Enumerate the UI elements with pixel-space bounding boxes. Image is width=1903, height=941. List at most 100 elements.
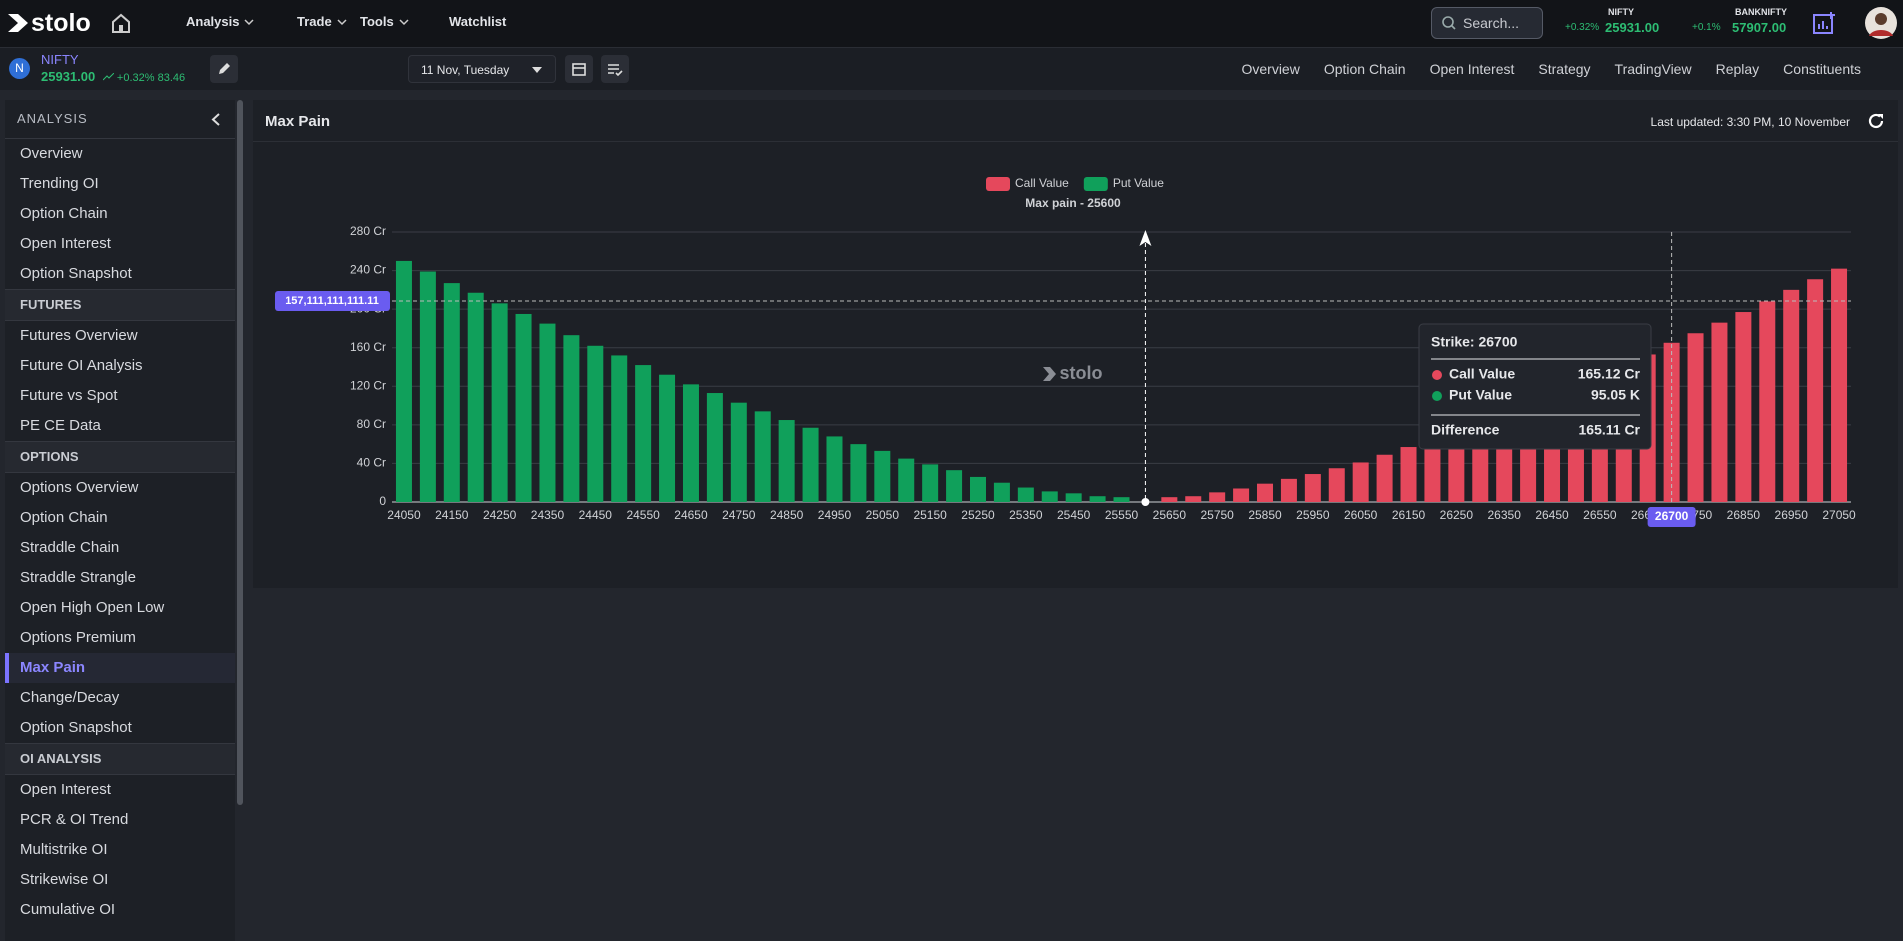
symbol[interactable]: NIFTY: [41, 52, 79, 67]
bar: [683, 384, 699, 502]
bar: [970, 477, 986, 502]
menu-item[interactable]: Trade: [297, 14, 347, 29]
index-name: NIFTY: [1608, 7, 1634, 17]
home-icon[interactable]: [110, 12, 132, 34]
tab[interactable]: Replay: [1716, 61, 1760, 77]
sidebar-item[interactable]: Open Interest: [5, 229, 235, 259]
tooltip: Strike: 26700Call Value165.12 CrPut Valu…: [1419, 324, 1651, 449]
x-tick-label: 26550: [1583, 508, 1617, 522]
bar: [587, 346, 603, 502]
x-tick-label: 24650: [674, 508, 708, 522]
sidebar-item[interactable]: Multistrike OI: [5, 835, 235, 865]
watermark: stolo: [1060, 363, 1103, 383]
x-tick-label: 24050: [387, 508, 421, 522]
chart: 040 Cr80 Cr120 Cr160 Cr200 Cr240 Cr280 C…: [253, 100, 1898, 588]
bar: [850, 444, 866, 502]
calendar-button[interactable]: [565, 55, 593, 83]
bar: [468, 293, 484, 502]
sidebar-item[interactable]: Option Chain: [5, 503, 235, 533]
date-select[interactable]: 11 Nov, Tuesday: [408, 55, 556, 83]
sidebar-item[interactable]: Future vs Spot: [5, 381, 235, 411]
x-tick-label: 25050: [866, 508, 900, 522]
bar: [1759, 301, 1775, 502]
crosshair-x-label: 26700: [1655, 509, 1689, 523]
list-button[interactable]: [601, 55, 629, 83]
x-tick-label: 27050: [1822, 508, 1856, 522]
sidebar-item[interactable]: Options Premium: [5, 623, 235, 653]
sidebar-item[interactable]: Option Snapshot: [5, 259, 235, 289]
bar: [1185, 496, 1201, 502]
bar: [1783, 290, 1799, 502]
x-tick-label: 26050: [1344, 508, 1378, 522]
logo[interactable]: stolo: [31, 9, 91, 38]
bar: [1018, 488, 1034, 502]
x-tick-label: 25150: [913, 508, 947, 522]
sidebar-item[interactable]: Futures Overview: [5, 321, 235, 351]
bar: [731, 403, 747, 502]
sidebar-item[interactable]: Overview: [5, 139, 235, 169]
sidebar-title: ANALYSIS: [17, 111, 88, 126]
sidebar-item[interactable]: Change/Decay: [5, 683, 235, 713]
index-price: 57907.00: [1732, 20, 1786, 35]
x-tick-label: 24750: [722, 508, 756, 522]
bar: [1233, 489, 1249, 503]
sidebar-item[interactable]: Open High Open Low: [5, 593, 235, 623]
index-change: +0.32%: [1565, 22, 1599, 33]
bar: [1114, 497, 1130, 502]
sidebar-item[interactable]: PE CE Data: [5, 411, 235, 441]
tab[interactable]: Constituents: [1783, 61, 1861, 77]
bar: [1807, 279, 1823, 502]
menu-item[interactable]: Analysis: [186, 14, 254, 29]
sidebar-item[interactable]: Trending OI: [5, 169, 235, 199]
tab[interactable]: Strategy: [1538, 61, 1590, 77]
top-nav: stolo Search... Analysis Trade Tools Watchl…: [0, 0, 1903, 48]
bar: [1281, 479, 1297, 502]
bar: [1377, 455, 1393, 502]
tooltip-dot: [1432, 370, 1442, 380]
sidebar-item[interactable]: Straddle Strangle: [5, 563, 235, 593]
tab[interactable]: Overview: [1241, 61, 1299, 77]
symbol-quote: 25931.00 +0.32% 83.46: [41, 69, 185, 84]
legend-swatch: [1084, 177, 1108, 191]
bar: [1831, 269, 1847, 502]
sidebar-item[interactable]: Open Interest: [5, 775, 235, 805]
collapse-icon[interactable]: [211, 113, 221, 126]
edit-button[interactable]: [210, 55, 238, 83]
tab[interactable]: Option Chain: [1324, 61, 1406, 77]
menu-item[interactable]: Watchlist: [449, 14, 506, 29]
tab[interactable]: Open Interest: [1430, 61, 1515, 77]
scrollbar[interactable]: [237, 100, 243, 805]
sidebar-item[interactable]: Option Chain: [5, 199, 235, 229]
sidebar-item[interactable]: Options Overview: [5, 473, 235, 503]
sidebar-item[interactable]: Option Snapshot: [5, 713, 235, 743]
bar: [1401, 447, 1417, 502]
add-chart-icon[interactable]: [1812, 11, 1836, 35]
x-tick-label: 25650: [1153, 508, 1187, 522]
x-tick-label: 24950: [818, 508, 852, 522]
logo-icon: [6, 12, 32, 34]
bar: [707, 393, 723, 502]
sidebar-item[interactable]: Cumulative OI: [5, 895, 235, 925]
tooltip-total-name: Difference: [1431, 422, 1500, 438]
sidebar-item[interactable]: Straddle Chain: [5, 533, 235, 563]
sidebar-item[interactable]: Max Pain: [5, 653, 235, 683]
sidebar-list: OverviewTrending OIOption ChainOpen Inte…: [5, 139, 235, 925]
bar: [516, 314, 532, 502]
sidebar-item[interactable]: PCR & OI Trend: [5, 805, 235, 835]
bar: [539, 324, 555, 502]
bar: [1711, 323, 1727, 502]
avatar[interactable]: [1864, 6, 1898, 40]
bar: [492, 303, 508, 502]
crosshair-y-label: 157,111,111,111.11: [285, 295, 379, 307]
symbol-change-pct: +0.32%: [117, 72, 155, 84]
bar: [444, 283, 460, 502]
menu-item[interactable]: Tools: [360, 14, 409, 29]
x-tick-label: 26450: [1535, 508, 1569, 522]
sidebar-item[interactable]: Future OI Analysis: [5, 351, 235, 381]
search-box[interactable]: Search...: [1431, 7, 1543, 39]
x-tick-label: 24450: [579, 508, 613, 522]
bar: [1688, 333, 1704, 502]
symbol-price: 25931.00: [41, 69, 95, 84]
tab[interactable]: TradingView: [1615, 61, 1692, 77]
sidebar-item[interactable]: Strikewise OI: [5, 865, 235, 895]
